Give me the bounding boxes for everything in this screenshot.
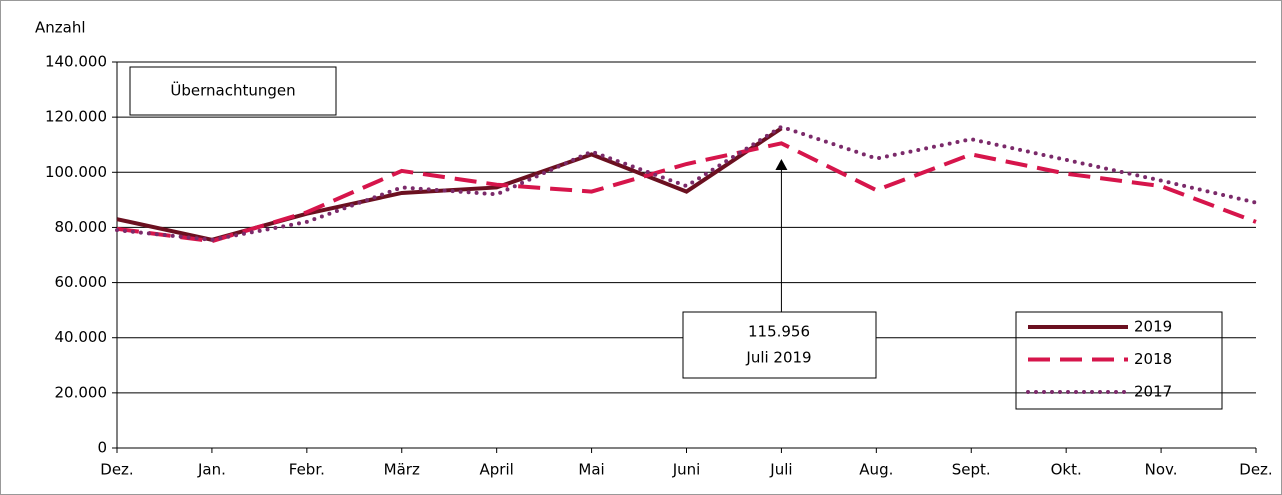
y-tick-label: 20.000: [55, 383, 108, 401]
x-tick-label: Aug.: [859, 461, 893, 479]
x-tick-label: Juli: [769, 461, 792, 479]
annotation-arrowhead: [775, 159, 788, 170]
legend-label: 2017: [1134, 383, 1172, 401]
data-label: 115.956: [748, 323, 810, 341]
x-tick-label: Juni: [672, 461, 701, 479]
annotation: Juli 2019: [745, 349, 811, 367]
x-tick-label: Dez.: [100, 461, 133, 479]
x-tick-label: Jan.: [197, 461, 226, 479]
y-tick-label: 80.000: [55, 218, 108, 236]
x-tick-label: Febr.: [289, 461, 325, 479]
y-axis-label: Anzahl: [35, 19, 86, 37]
legend-label: 2018: [1134, 350, 1172, 368]
series-line: [115, 124, 1258, 242]
title-box: [129, 66, 337, 116]
x-tick-label: Mai: [578, 461, 604, 479]
x-tick-label: März: [384, 461, 420, 479]
y-tick-label: 140.000: [45, 53, 107, 71]
legend-label: 2019: [1134, 318, 1172, 336]
x-tick-label: April: [480, 461, 514, 479]
x-tick-label: Okt.: [1051, 461, 1082, 479]
y-tick-label: 40.000: [55, 328, 108, 346]
x-tick-label: Sept.: [952, 461, 991, 479]
y-tick-label: 60.000: [55, 273, 108, 291]
y-tick-label: 100.000: [45, 163, 107, 181]
series-line: [116, 141, 1257, 244]
chart-title: Übernachtungen: [170, 81, 295, 100]
legend-box: [1015, 311, 1223, 410]
y-tick-label: 0: [97, 439, 107, 457]
annotation-box: [682, 311, 877, 379]
y-tick-label: 120.000: [45, 108, 107, 126]
x-tick-label: Nov.: [1145, 461, 1178, 479]
x-tick-label: Dez.: [1239, 461, 1272, 479]
